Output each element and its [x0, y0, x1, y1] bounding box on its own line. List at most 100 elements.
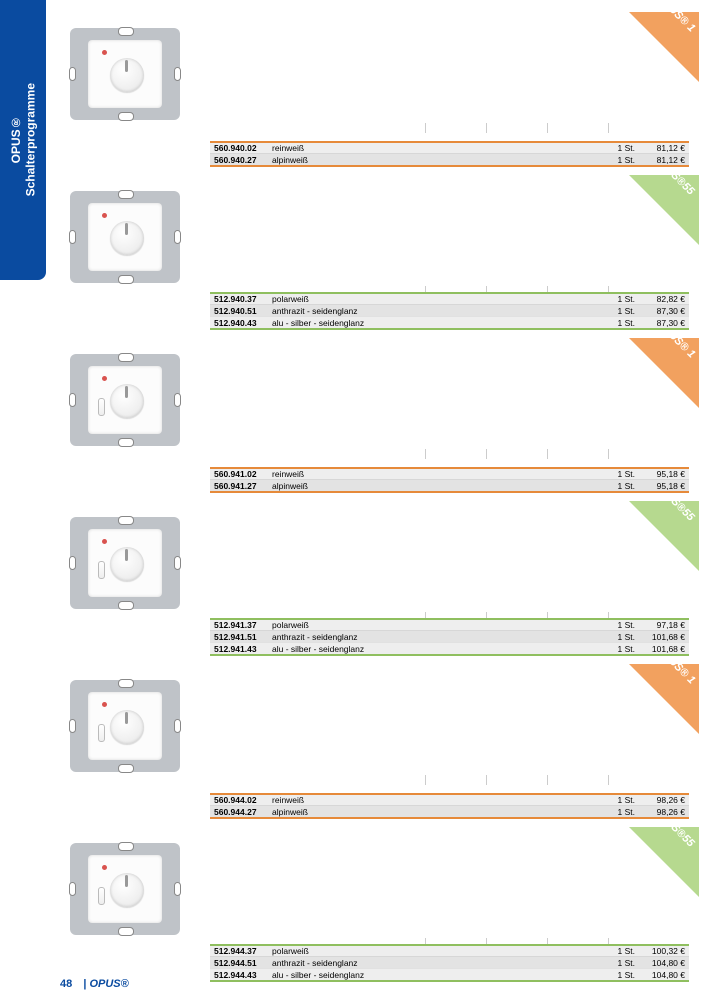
price: 104,80 € — [643, 970, 685, 980]
series-badge: OPUS®55 — [629, 175, 699, 245]
thermostat-dial-icon — [110, 710, 144, 744]
color-name: polarweiß — [272, 946, 603, 956]
footer-bar: | — [83, 978, 86, 990]
article-number: 560.941.27 — [214, 481, 272, 491]
table-row: 560.941.02reinweiß1 St.95,18 € — [210, 467, 689, 479]
slot-icon — [69, 393, 76, 407]
column-separator-icon — [608, 775, 609, 785]
price: 100,32 € — [643, 946, 685, 956]
article-number: 512.941.51 — [214, 632, 272, 642]
unit: 1 St. — [603, 318, 635, 328]
article-number: 512.941.43 — [214, 644, 272, 654]
variant-table: 560.941.02reinweiß1 St.95,18 € 560.941.27… — [210, 467, 689, 493]
thermostat-dial-icon — [110, 58, 144, 92]
color-name: alu - silber - seidenglanz — [272, 644, 603, 654]
column-separator-icon — [486, 449, 487, 459]
device-face-icon — [88, 40, 162, 108]
article-number: 560.944.27 — [214, 807, 272, 817]
switch-icon — [98, 887, 105, 905]
table-row: 560.940.02reinweiß1 St.81,12 € — [210, 141, 689, 153]
series-badge: OPUS®55 — [629, 827, 699, 897]
product-block: OPUS® 1560.940.02reinweiß1 St.81,12 €560… — [60, 22, 689, 177]
color-name: alpinweiß — [272, 807, 603, 817]
variant-table: 512.944.37polarweiß1 St.100,32 €512.944.… — [210, 944, 689, 982]
device-face-icon — [88, 529, 162, 597]
unit: 1 St. — [603, 632, 635, 642]
table-row: 512.944.37polarweiß1 St.100,32 € — [210, 944, 689, 956]
column-separators — [210, 775, 689, 785]
page-footer: 48 | OPUS® — [60, 978, 129, 990]
article-number: 560.940.27 — [214, 155, 272, 165]
table-row: 560.944.27alpinweiß1 St.98,26 € — [210, 805, 689, 817]
unit: 1 St. — [603, 970, 635, 980]
color-name: alu - silber - seidenglanz — [272, 318, 603, 328]
product-thumbnail — [60, 511, 190, 616]
color-name: reinweiß — [272, 143, 603, 153]
led-icon — [102, 50, 107, 55]
unit: 1 St. — [603, 807, 635, 817]
article-number: 512.944.51 — [214, 958, 272, 968]
page-number: 48 — [60, 978, 72, 990]
slot-icon — [174, 67, 181, 81]
price: 81,12 € — [643, 155, 685, 165]
mounting-plate-icon — [70, 680, 180, 772]
product-block: OPUS®55512.944.37polarweiß1 St.100,32 €5… — [60, 837, 689, 992]
article-number: 512.944.37 — [214, 946, 272, 956]
product-thumbnail — [60, 837, 190, 942]
color-name: reinweiß — [272, 795, 603, 805]
product-thumbnail — [60, 674, 190, 779]
led-icon — [102, 865, 107, 870]
table-row: 512.941.43alu - silber - seidenglanz1 St… — [210, 642, 689, 654]
table-row: 512.940.43alu - silber - seidenglanz1 St… — [210, 316, 689, 328]
device-face-icon — [88, 203, 162, 271]
color-name: anthrazit - seidenglanz — [272, 958, 603, 968]
product-block: OPUS®55512.940.37polarweiß1 St.82,82 €51… — [60, 185, 689, 340]
article-number: 512.941.37 — [214, 620, 272, 630]
color-name: alpinweiß — [272, 155, 603, 165]
product-block: OPUS® 1560.941.02reinweiß1 St.95,18 €560… — [60, 348, 689, 503]
mounting-plate-icon — [70, 28, 180, 120]
unit: 1 St. — [603, 620, 635, 630]
price: 82,82 € — [643, 294, 685, 304]
series-badge: OPUS® 1 — [629, 338, 699, 408]
unit: 1 St. — [603, 294, 635, 304]
thermostat-dial-icon — [110, 873, 144, 907]
slot-icon — [174, 719, 181, 733]
unit: 1 St. — [603, 644, 635, 654]
slot-icon — [69, 719, 76, 733]
device-face-icon — [88, 855, 162, 923]
thermostat-dial-icon — [110, 547, 144, 581]
column-separator-icon — [547, 775, 548, 785]
mounting-plate-icon — [70, 191, 180, 283]
column-separator-icon — [608, 449, 609, 459]
price: 104,80 € — [643, 958, 685, 968]
table-row: 512.944.51anthrazit - seidenglanz1 St. 10… — [210, 956, 689, 968]
unit: 1 St. — [603, 795, 635, 805]
column-separator-icon — [486, 775, 487, 785]
price: 81,12 € — [643, 143, 685, 153]
variant-table: 512.941.37polarweiß1 St.97,18 €512.941.5… — [210, 618, 689, 656]
article-number: 512.944.43 — [214, 970, 272, 980]
price: 101,68 € — [643, 644, 685, 654]
price: 95,18 € — [643, 469, 685, 479]
product-thumbnail — [60, 185, 190, 290]
led-icon — [102, 702, 107, 707]
mounting-plate-icon — [70, 517, 180, 609]
led-icon — [102, 539, 107, 544]
article-number: 512.940.51 — [214, 306, 272, 316]
product-thumbnail — [60, 22, 190, 127]
unit: 1 St. — [603, 958, 635, 968]
color-name: anthrazit - seidenglanz — [272, 306, 603, 316]
article-number: 512.940.43 — [214, 318, 272, 328]
footer-brand: OPUS® — [89, 978, 128, 990]
variant-table: 560.940.02reinweiß1 St.81,12 € 560.940.27… — [210, 141, 689, 167]
variant-table: 560.944.02reinweiß1 St.98,26 €560.944.27… — [210, 793, 689, 819]
switch-icon — [98, 724, 105, 742]
price: 97,18 € — [643, 620, 685, 630]
product-block: OPUS® 1560.944.02reinweiß1 St.98,26 €560… — [60, 674, 689, 829]
column-separators — [210, 449, 689, 459]
color-name: polarweiß — [272, 620, 603, 630]
thermostat-dial-icon — [110, 384, 144, 418]
unit: 1 St. — [603, 306, 635, 316]
led-icon — [102, 376, 107, 381]
